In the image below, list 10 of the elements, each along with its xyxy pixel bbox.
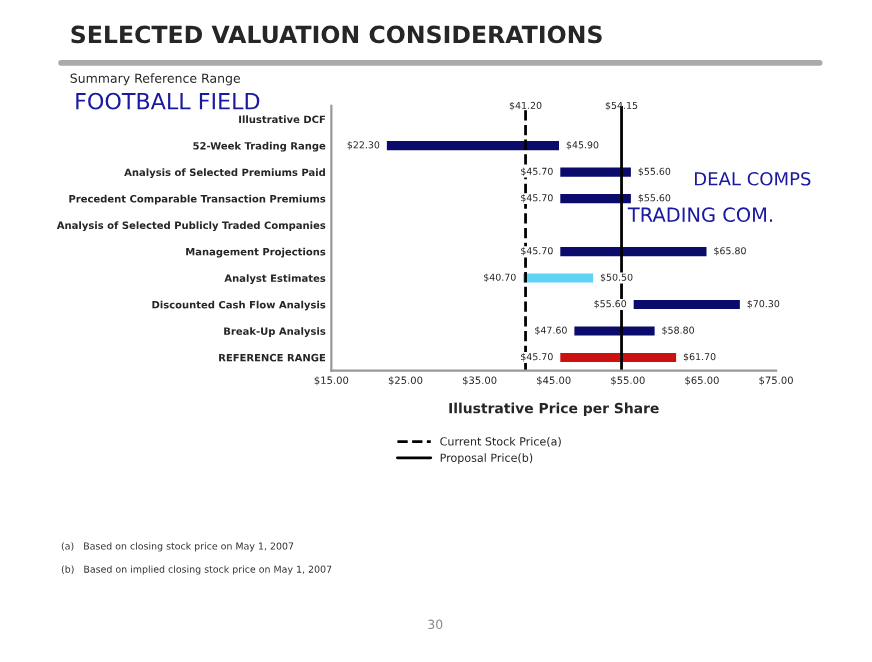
bar — [557, 350, 679, 365]
annotation: TRADING COM. — [627, 207, 772, 223]
bar — [571, 323, 658, 339]
bar — [557, 191, 634, 206]
text: FOOTBALL FIELD — [76, 92, 260, 110]
bar — [557, 164, 634, 180]
bar — [384, 138, 562, 153]
bar — [557, 244, 710, 259]
chart-title: SELECTED VALUATION CONSIDERATIONS — [71, 25, 602, 44]
annotation: DEAL COMPS — [695, 171, 811, 186]
